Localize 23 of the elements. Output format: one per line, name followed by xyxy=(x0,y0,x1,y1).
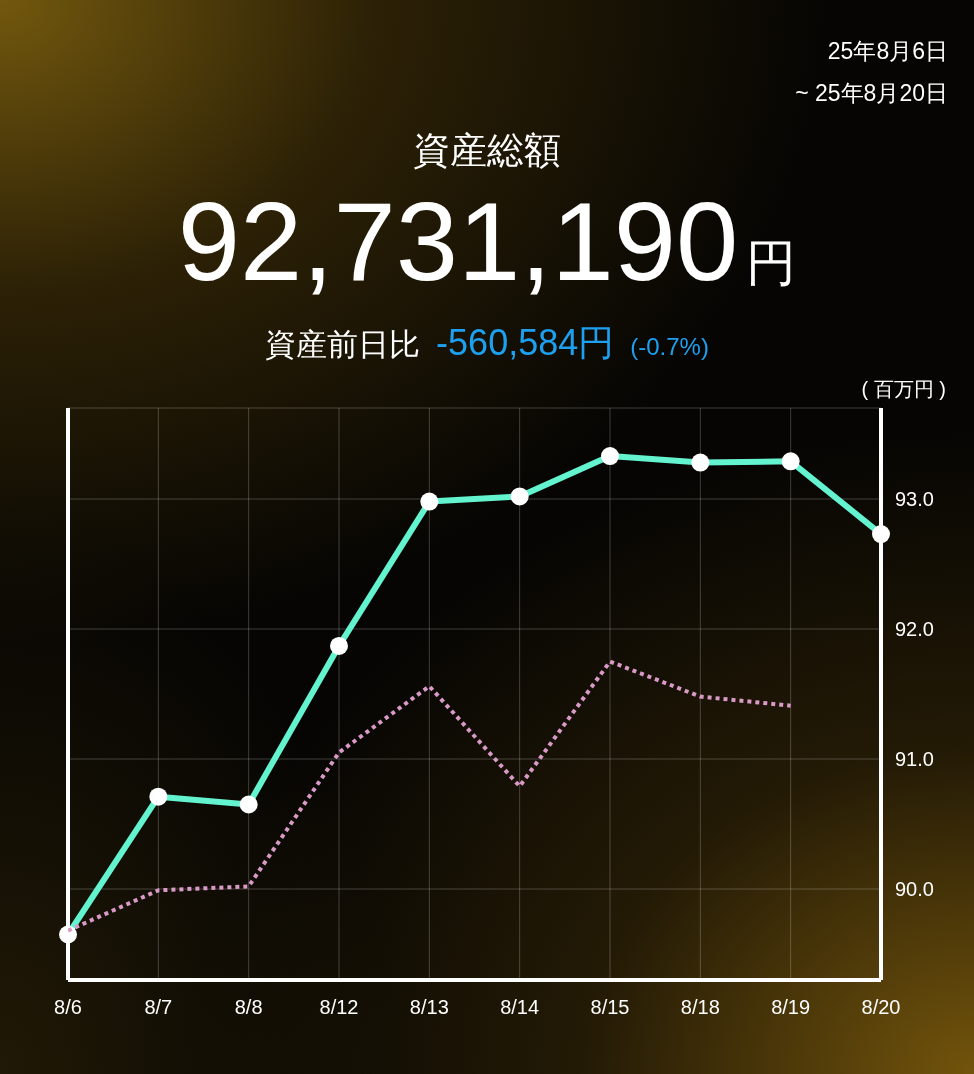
x-tick-label: 8/7 xyxy=(144,996,173,1019)
x-tick-label: 8/12 xyxy=(319,996,359,1019)
y-tick-label: 90.0 xyxy=(895,878,934,901)
y-axis-title: ( 百万円 ) xyxy=(861,377,946,402)
chart-title: 資産総額 xyxy=(413,130,561,171)
x-tick-label: 8/8 xyxy=(234,996,263,1019)
text: 円 xyxy=(746,235,797,291)
x-tick-label: 8/6 xyxy=(54,996,82,1019)
x-tick-label: 8/15 xyxy=(590,996,630,1019)
x-tick-label: 8/18 xyxy=(680,996,720,1019)
x-tick-label: 8/19 xyxy=(771,996,811,1019)
y-tick-label: 92.0 xyxy=(895,618,934,641)
x-tick-label: 8/13 xyxy=(409,996,449,1019)
y-tick-label: 93.0 xyxy=(895,488,934,511)
x-tick-label: 8/20 xyxy=(861,996,901,1019)
x-tick-label: 8/14 xyxy=(500,996,540,1019)
text: 資産前日比 xyxy=(265,326,421,364)
text: 25年8月6日 xyxy=(827,38,948,64)
text: -560,584円 xyxy=(436,322,615,364)
text: 92,731,190 xyxy=(177,179,739,304)
y-tick-label: 91.0 xyxy=(895,748,934,771)
text: (-0.7%) xyxy=(630,332,709,362)
text: ~ 25年8月20日 xyxy=(795,80,948,106)
